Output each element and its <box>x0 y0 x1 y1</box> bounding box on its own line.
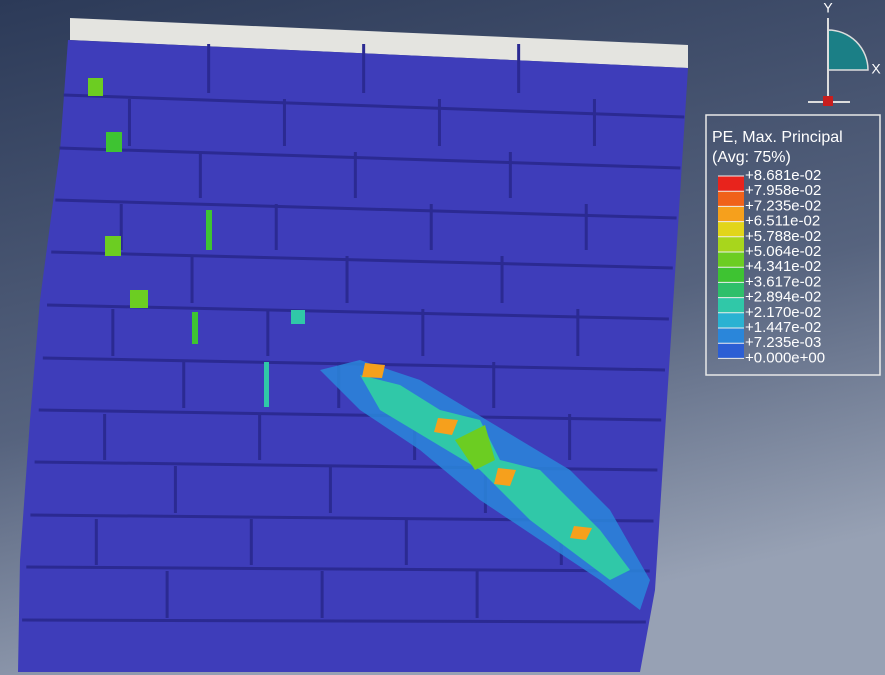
triad-x-label: X <box>871 61 881 77</box>
loading-beam <box>70 18 688 68</box>
bed-joint <box>38 408 662 422</box>
bed-joint <box>47 303 669 321</box>
legend-swatch <box>718 206 744 222</box>
damage-spot <box>264 362 269 407</box>
legend-swatch <box>718 191 744 207</box>
bed-joint <box>51 250 673 270</box>
triad-y-label: Y <box>823 0 833 16</box>
bed-joint <box>26 565 650 573</box>
legend-label: +4.341e-02 <box>745 258 821 275</box>
legend-swatch <box>718 328 744 344</box>
legend-title: PE, Max. Principal <box>712 129 843 146</box>
legend-swatch <box>718 343 744 359</box>
legend-label: +8.681e-02 <box>745 167 821 184</box>
legend-label: +2.170e-02 <box>745 304 821 321</box>
legend-label: +2.894e-02 <box>745 289 821 306</box>
legend-swatch <box>718 236 744 252</box>
damage-spot <box>362 363 385 378</box>
damage-spot <box>192 312 198 344</box>
damage-zone <box>360 375 630 580</box>
damage-band <box>88 78 650 610</box>
triad-origin <box>823 96 833 106</box>
legend-swatch <box>718 282 744 298</box>
damage-spot <box>494 468 516 486</box>
legend-label: +5.788e-02 <box>745 228 821 245</box>
damage-spot <box>206 210 212 250</box>
damage-spot <box>570 526 592 540</box>
triad: Y X <box>808 0 881 106</box>
damage-spot <box>88 78 103 96</box>
legend-label: +5.064e-02 <box>745 243 821 260</box>
bed-joint <box>22 618 646 624</box>
brick-joints <box>22 44 685 624</box>
triad-arc <box>827 29 869 71</box>
legend-subtitle: (Avg: 75%) <box>712 149 791 166</box>
legend-swatch <box>718 267 744 283</box>
legend: PE, Max. Principal (Avg: 75%) +8.681e-02… <box>705 114 881 376</box>
bed-joint <box>59 146 681 170</box>
damage-zone <box>455 425 495 470</box>
damage-spot <box>434 418 458 435</box>
bed-joint <box>63 93 685 119</box>
legend-swatch <box>718 252 744 268</box>
bed-joint <box>55 198 677 220</box>
legend-swatch <box>718 297 744 313</box>
legend-label: +7.958e-02 <box>745 182 821 199</box>
legend-label: +1.447e-02 <box>745 319 821 336</box>
legend-label: +7.235e-02 <box>745 197 821 214</box>
legend-label: +0.000e+00 <box>745 349 825 366</box>
legend-label: +3.617e-02 <box>745 273 821 290</box>
damage-spot <box>130 290 148 308</box>
legend-swatch <box>718 221 744 237</box>
legend-label: +6.511e-02 <box>745 213 820 230</box>
damage-spot <box>106 132 122 152</box>
legend-label: +7.235e-03 <box>745 334 821 351</box>
damage-spot <box>105 236 121 256</box>
legend-swatch <box>718 312 744 328</box>
legend-box <box>705 114 881 376</box>
damage-spot <box>291 310 305 324</box>
legend-swatch <box>718 176 744 192</box>
